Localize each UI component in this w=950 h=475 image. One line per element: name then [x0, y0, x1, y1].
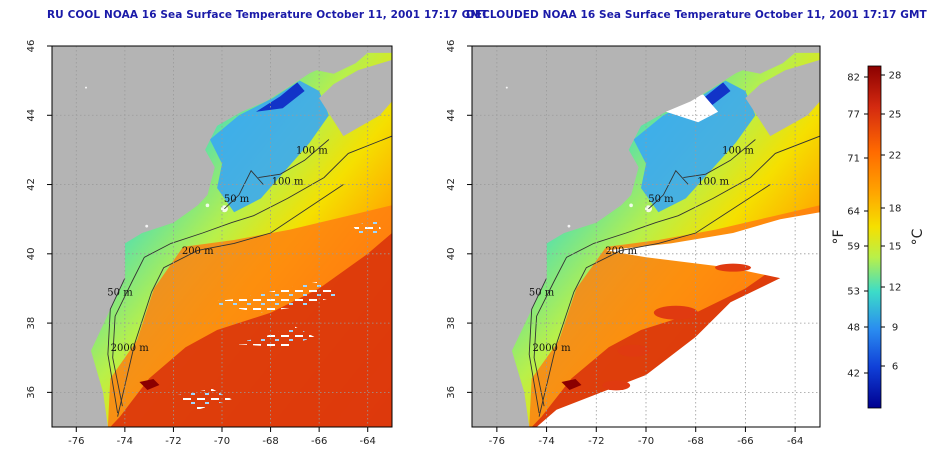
hot-offshore-water: [110, 233, 392, 427]
land: [52, 46, 337, 427]
fahrenheit-tick-label: 53: [847, 287, 860, 298]
lake-or-sound: [629, 203, 633, 208]
contour-depth-label: 50 m: [529, 287, 555, 298]
fahrenheit-tick-label: 82: [847, 73, 860, 84]
contour-depth-label: 50 m: [224, 194, 250, 205]
cold-gulf-of-maine-water: [633, 80, 756, 213]
celsius-tick-label: 9: [892, 323, 898, 334]
longitude-tick-label: -68: [262, 436, 278, 447]
contour-depth-label: 2000 m: [111, 343, 150, 354]
contour-depth-label: 50 m: [107, 287, 133, 298]
contour-depth-label: 200 m: [605, 246, 637, 257]
longitude-tick-label: -76: [489, 436, 505, 447]
celsius-tick-label: 6: [892, 362, 898, 373]
fahrenheit-tick-label: 77: [847, 110, 860, 121]
fahrenheit-unit-label: °F: [831, 229, 847, 244]
celsius-tick-label: 22: [889, 151, 902, 162]
bathymetry-contour: [112, 135, 392, 407]
lake-or-sound: [85, 86, 87, 89]
bathymetry-contour: [533, 135, 820, 407]
right-panel-title: DECLOUDED NOAA 16 Sea Surface Temperatur…: [466, 9, 927, 21]
bathymetry-contour: [648, 169, 689, 210]
bathymetry-contour: [107, 277, 126, 414]
fahrenheit-tick-label: 64: [847, 207, 860, 218]
temperature-colorbar: 82 77 71 64 59 53 48 42 28 25 22 18 15 12 9 6 °F °C: [831, 65, 926, 409]
left-sst-map: 100 m 100 m 50 m 200 m 50 m 2000 m -76 -74 -72 -7…: [26, 40, 393, 447]
celsius-tick-label: 15: [889, 242, 902, 253]
longitude-tick-label: -66: [737, 436, 753, 447]
lake-or-sound: [567, 224, 571, 228]
latitude-tick-label: 46: [26, 40, 37, 53]
clear-sky-sst-patch: [602, 380, 631, 391]
contour-depth-label: 100 m: [722, 145, 754, 156]
cloud-contaminated-area: [353, 219, 383, 237]
longitude-tick-label: -68: [688, 436, 704, 447]
longitude-tick-label: -70: [638, 436, 654, 447]
fahrenheit-tick-label: 71: [847, 154, 860, 165]
bathymetry-contour: [683, 139, 756, 179]
longitude-tick-label: -72: [165, 436, 181, 447]
land: [319, 59, 392, 137]
latitude-tick-label: 46: [446, 40, 457, 53]
contour-depth-label: 200 m: [182, 246, 214, 257]
latitude-tick-label: 44: [26, 109, 37, 122]
longitude-tick-label: -74: [117, 436, 133, 447]
fahrenheit-tick-label: 42: [847, 369, 860, 380]
fahrenheit-tick-label: 59: [847, 242, 860, 253]
colorbar-gradient: [867, 65, 882, 409]
coldest-water-patch: [256, 82, 305, 112]
contour-depth-label: 100 m: [272, 177, 304, 188]
fahrenheit-tick-label: 48: [847, 323, 860, 334]
bathymetry-contour: [538, 184, 771, 417]
left-panel-title: RU COOL NOAA 16 Sea Surface Temperature …: [47, 9, 489, 21]
cloud-contaminated-area: [173, 388, 232, 410]
warm-eddy: [561, 378, 582, 390]
latitude-tick-label: 44: [446, 109, 457, 122]
lake-or-sound: [505, 86, 508, 89]
celsius-tick-label: 12: [889, 283, 902, 294]
longitude-tick-label: -70: [214, 436, 230, 447]
lake-or-sound: [145, 224, 149, 228]
bathymetry-contour: [528, 277, 548, 414]
warm-eddy: [139, 378, 160, 390]
longitude-tick-label: -72: [588, 436, 604, 447]
clear-sky-sst-patch: [715, 263, 751, 272]
latitude-tick-label: 38: [26, 317, 37, 330]
longitude-tick-label: -64: [360, 436, 376, 447]
land: [745, 59, 820, 137]
celsius-unit-label: °C: [910, 228, 926, 245]
right-sst-map: 100 m 100 m 50 m 200 m 50 m 2000 m -76 -74 -72 -7…: [446, 40, 821, 447]
latitude-tick-label: 42: [446, 178, 457, 191]
land: [472, 46, 763, 427]
contour-depth-label: 100 m: [296, 145, 328, 156]
latitude-tick-label: 36: [446, 386, 457, 399]
latitude-tick-label: 36: [26, 386, 37, 399]
bathymetry-contour: [117, 184, 344, 417]
cold-gulf-of-maine-water: [209, 80, 329, 213]
contour-depth-label: 50 m: [648, 194, 674, 205]
latitude-tick-label: 40: [26, 247, 37, 260]
cloud-contaminated-area: [207, 281, 339, 313]
celsius-tick-label: 18: [889, 204, 902, 215]
latitude-tick-label: 40: [446, 247, 457, 260]
lake-or-sound: [205, 203, 210, 208]
longitude-tick-label: -76: [68, 436, 84, 447]
bathymetry-contour: [258, 139, 330, 179]
contour-depth-label: 2000 m: [532, 343, 571, 354]
bathymetry-contour: [224, 169, 264, 210]
latitude-tick-label: 38: [446, 317, 457, 330]
contour-depth-label: 100 m: [697, 177, 729, 188]
clear-sky-sst-patch: [653, 305, 698, 320]
cloud-contaminated-area: [231, 326, 315, 348]
longitude-tick-label: -74: [538, 436, 554, 447]
celsius-tick-label: 25: [889, 110, 902, 121]
longitude-tick-label: -64: [787, 436, 803, 447]
clear-sky-sst-patch: [617, 344, 650, 357]
longitude-tick-label: -66: [311, 436, 327, 447]
latitude-tick-label: 42: [26, 178, 37, 191]
celsius-tick-label: 28: [889, 71, 902, 82]
